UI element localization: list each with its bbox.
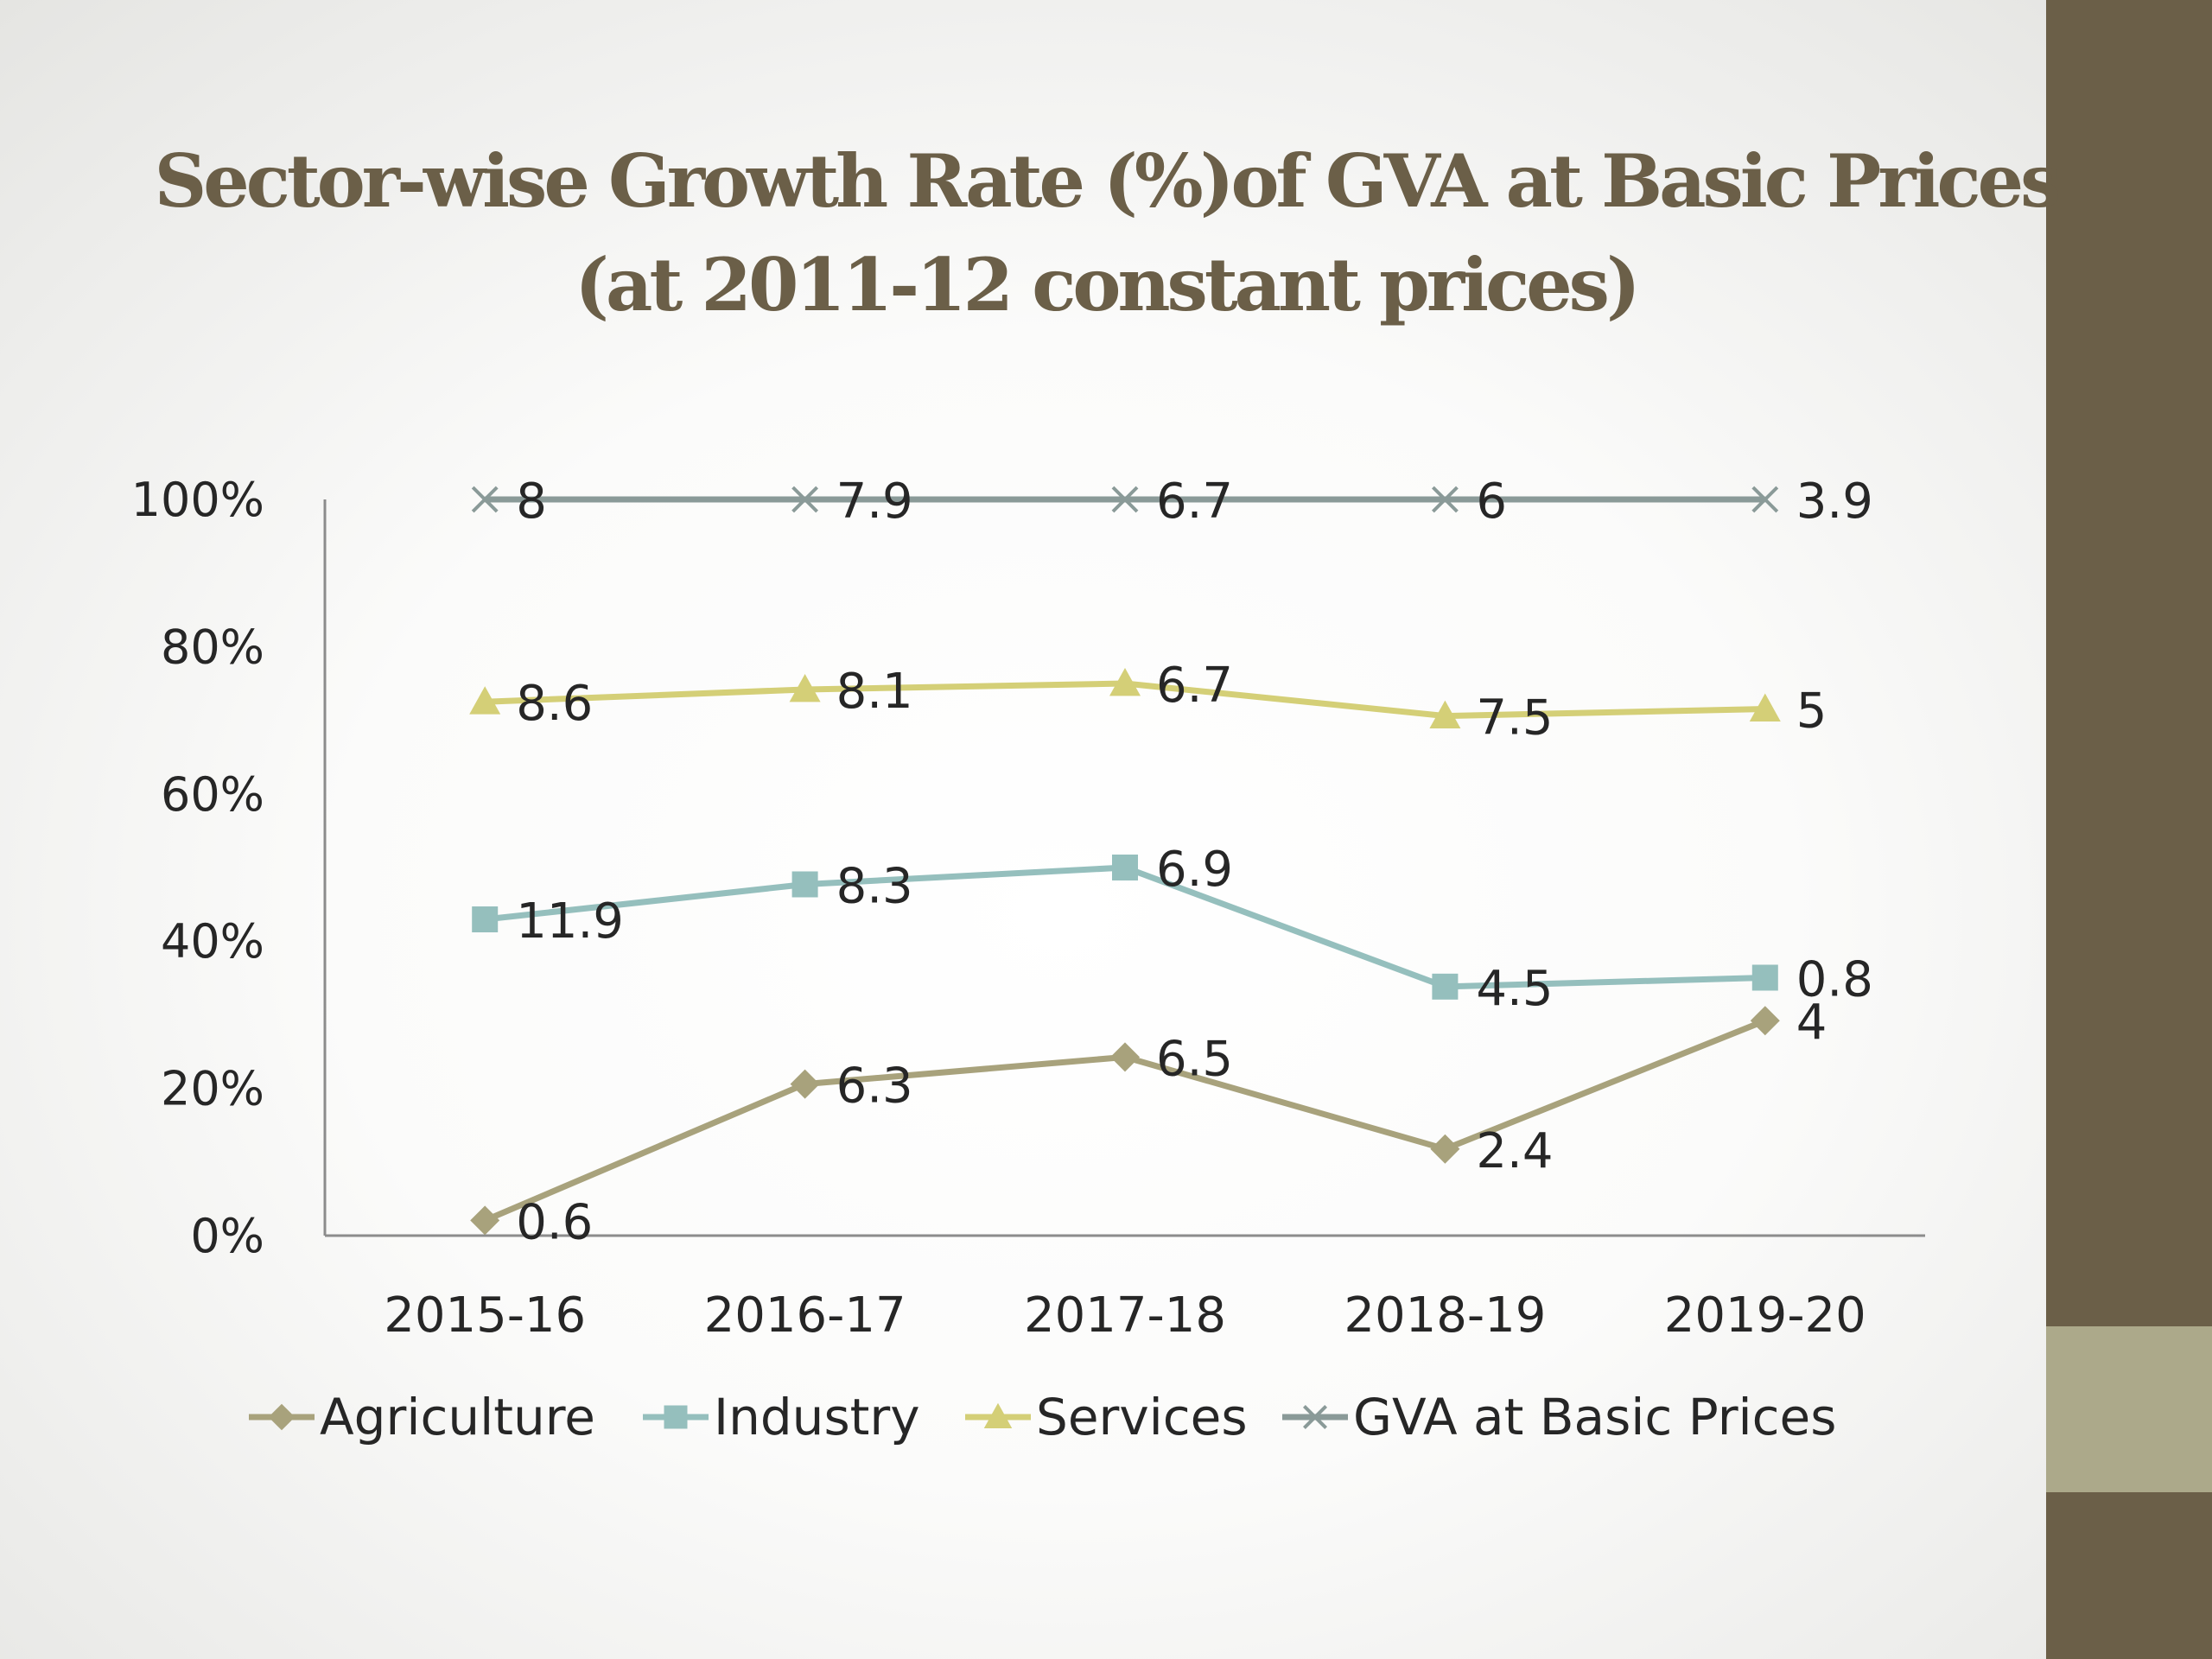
data-label-gva-at-basic-prices: 8: [516, 474, 547, 530]
data-label-services: 8.1: [836, 664, 913, 720]
legend-label-agriculture: Agriculture: [320, 1388, 595, 1446]
data-label-industry: 11.9: [516, 893, 624, 950]
data-point-services: [469, 686, 501, 715]
slide-sidebar-accent: [2046, 1326, 2212, 1492]
y-tick-label: 80%: [161, 620, 264, 674]
data-label-gva-at-basic-prices: 6: [1476, 474, 1507, 530]
data-label-industry: 4.5: [1476, 961, 1553, 1017]
legend-item-industry: Industry: [643, 1388, 920, 1446]
x-tick-label: 2017-18: [1024, 1287, 1226, 1344]
legend-marker-industry: [664, 1405, 688, 1429]
legend-label-industry: Industry: [714, 1388, 920, 1446]
y-tick-label: 40%: [161, 914, 264, 969]
data-label-agriculture: 6.5: [1156, 1031, 1233, 1087]
chart-axes: [323, 499, 1925, 1237]
series-industry: 11.9 8.3 6.9 4.5 0.8: [472, 842, 1873, 1017]
chart-title: Sector-wise Growth Rate (%)of GVA at Bas…: [52, 130, 2160, 337]
series-agriculture: 0.6 6.3 6.5 2.4 4: [470, 995, 1827, 1250]
y-tick-label: 20%: [161, 1062, 264, 1116]
data-point-services: [1429, 700, 1461, 728]
x-tick-label: 2019-20: [1664, 1287, 1866, 1344]
data-label-agriculture: 6.3: [836, 1058, 913, 1115]
x-tick-label: 2018-19: [1344, 1287, 1546, 1344]
y-tick-label: 100%: [131, 473, 264, 527]
data-label-industry: 6.9: [1156, 842, 1233, 898]
legend-label-services: Services: [1036, 1388, 1248, 1446]
chart-series: 0.6 6.3 6.5 2.4 4 11.9 8.3 6.9 4.5 0.8 8.6 8.1 6.7 7.…: [469, 474, 1873, 1250]
legend-marker-services: [983, 1402, 1013, 1428]
y-tick-label: 0%: [190, 1209, 264, 1263]
data-point-gva-at-basic-prices: [791, 486, 819, 513]
x-axis-tick-labels: 2015-16 2016-17 2017-18 2018-19 2019-20: [384, 1287, 1866, 1344]
data-label-gva-at-basic-prices: 7.9: [836, 474, 913, 530]
data-point-agriculture: [470, 1205, 500, 1236]
data-point-services: [789, 673, 821, 702]
chart-legend: Agriculture Industry Services GVA at Basic …: [249, 1388, 1836, 1446]
data-point-agriculture: [1430, 1134, 1460, 1164]
data-point-services: [1749, 693, 1781, 721]
legend-marker-agriculture: [268, 1403, 296, 1431]
x-tick-label: 2016-17: [704, 1287, 906, 1344]
data-point-industry: [1432, 973, 1459, 1000]
data-point-industry: [472, 906, 499, 933]
data-point-gva-at-basic-prices: [1751, 486, 1779, 513]
legend-item-gva-at-basic-prices: GVA at Basic Prices: [1282, 1388, 1836, 1446]
series-line-industry: [484, 864, 1765, 990]
data-point-industry: [1112, 855, 1138, 880]
data-point-agriculture: [1750, 1006, 1780, 1036]
data-label-industry: 0.8: [1796, 951, 1873, 1007]
data-point-gva-at-basic-prices: [1431, 486, 1459, 513]
data-label-services: 5: [1796, 683, 1827, 740]
data-label-agriculture: 2.4: [1476, 1123, 1553, 1179]
data-label-agriculture: 4: [1796, 995, 1827, 1051]
data-label-services: 6.7: [1156, 658, 1233, 714]
chart-title-line-2: (at 2011-12 constant prices): [575, 242, 1640, 327]
chart-title-line-1: Sector-wise Growth Rate (%)of GVA at Bas…: [154, 138, 2062, 224]
legend-marker-gva-at-basic-prices: [1302, 1404, 1328, 1430]
x-tick-label: 2015-16: [384, 1287, 586, 1344]
data-point-gva-at-basic-prices: [1111, 486, 1139, 513]
data-point-industry: [1751, 964, 1778, 991]
data-label-industry: 8.3: [836, 858, 913, 914]
y-axis-tick-labels: 0% 20% 40% 60% 80% 100%: [131, 473, 264, 1263]
series-gva-at-basic-prices: 8 7.9 6.7 6 3.9: [471, 474, 1873, 530]
legend-item-services: Services: [965, 1388, 1248, 1446]
data-label-services: 8.6: [516, 676, 593, 732]
y-tick-label: 60%: [161, 767, 264, 822]
data-label-gva-at-basic-prices: 3.9: [1796, 474, 1873, 530]
data-label-agriculture: 0.6: [516, 1194, 593, 1250]
series-services: 8.6 8.1 6.7 7.5 5: [469, 658, 1827, 747]
data-point-agriculture: [1110, 1042, 1140, 1072]
legend-label-gva-at-basic-prices: GVA at Basic Prices: [1353, 1388, 1836, 1446]
data-point-gva-at-basic-prices: [471, 486, 499, 513]
data-label-gva-at-basic-prices: 6.7: [1156, 474, 1233, 530]
data-point-agriculture: [790, 1069, 820, 1099]
data-point-services: [1109, 668, 1141, 696]
data-label-services: 7.5: [1476, 690, 1553, 747]
data-point-industry: [791, 871, 818, 898]
legend-item-agriculture: Agriculture: [249, 1388, 595, 1446]
